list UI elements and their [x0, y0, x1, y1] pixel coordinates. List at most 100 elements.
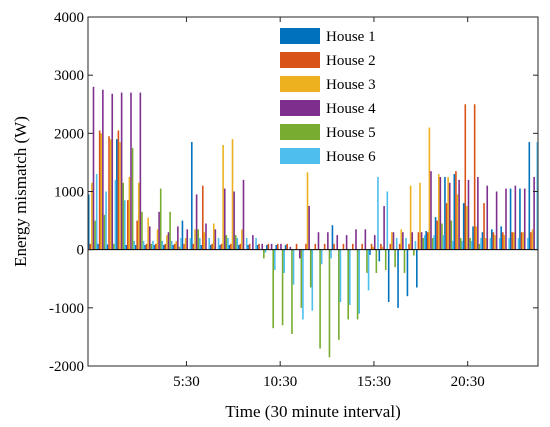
bar-house-3-38 [447, 176, 449, 250]
bar-house-3-3 [119, 142, 121, 250]
bar-house-3-14 [222, 144, 224, 250]
y-tick-label: 2000 [54, 126, 84, 142]
y-tick-label: 3000 [54, 68, 84, 84]
bar-house-6-30 [377, 176, 379, 250]
bar-house-6-39 [461, 240, 464, 250]
bar-house-6-23 [311, 249, 314, 311]
bar-house-3-9 [175, 240, 178, 250]
legend-label-house-4: House 4 [326, 101, 376, 117]
bar-house-6-34 [414, 240, 417, 250]
bar-house-3-36 [428, 127, 431, 250]
bar-house-5-11 [197, 229, 200, 250]
bar-house-5-29 [366, 249, 368, 273]
bar-house-1-7 [153, 245, 156, 250]
bar-house-1-3 [116, 139, 118, 250]
bar-house-6-35 [424, 235, 426, 250]
bar-house-6-38 [452, 240, 454, 250]
bar-house-4-26 [336, 235, 339, 250]
bar-house-2-26 [333, 243, 335, 250]
bar-house-4-34 [411, 232, 414, 250]
bar-house-2-34 [408, 243, 410, 250]
bar-house-5-4 [131, 147, 134, 250]
bar-house-3-5 [137, 182, 140, 250]
bar-house-3-34 [409, 185, 412, 250]
bar-house-1-40 [462, 203, 465, 250]
bar-house-2-38 [445, 203, 448, 250]
bar-house-3-46 [522, 232, 524, 250]
bar-house-6-33 [405, 238, 407, 250]
bar-house-4-4 [130, 92, 132, 250]
bar-house-2-28 [351, 243, 354, 250]
x-tick-label: 20:30 [451, 374, 485, 390]
bar-house-2-31 [380, 243, 382, 250]
legend-swatch-house-6 [280, 148, 320, 164]
bar-house-1-13 [209, 245, 212, 250]
bar-house-4-42 [486, 185, 489, 250]
bar-house-3-39 [456, 194, 459, 250]
bar-house-4-38 [448, 182, 451, 250]
bar-house-4-28 [355, 229, 357, 250]
bar-house-2-11 [192, 243, 195, 250]
bar-house-6-37 [442, 235, 445, 250]
bar-house-4-1 [102, 89, 104, 250]
bar-house-5-14 [225, 235, 228, 250]
bar-house-1-35 [416, 249, 418, 288]
bar-house-2-36 [426, 232, 429, 250]
bar-house-2-39 [455, 171, 457, 250]
bar-house-3-30 [372, 246, 374, 250]
bar-house-3-31 [381, 246, 384, 250]
bar-house-5-27 [347, 249, 350, 320]
bar-house-4-6 [148, 226, 151, 250]
bar-house-3-41 [475, 226, 478, 250]
bar-house-3-15 [231, 139, 234, 250]
bar-house-4-19 [270, 243, 273, 250]
bar-house-6-22 [302, 249, 304, 320]
y-axis-ticks: -2000 -1000 0 1000 2000 3000 4000 [49, 10, 538, 375]
bar-house-1-18 [256, 245, 259, 250]
bar-house-6-7 [161, 240, 164, 250]
bar-house-6-27 [349, 249, 351, 305]
bar-house-2-32 [389, 243, 392, 250]
bar-house-1-15 [228, 245, 231, 250]
bar-house-5-21 [291, 249, 293, 335]
y-tick-label: -1000 [49, 301, 84, 317]
bar-house-1-36 [425, 231, 427, 250]
bar-house-2-9 [173, 243, 176, 250]
bar-house-4-17 [252, 235, 254, 250]
bar-house-5-20 [281, 249, 284, 326]
legend-label-house-2: House 2 [326, 53, 376, 69]
bar-house-6-20 [283, 249, 285, 273]
bar-house-4-12 [205, 223, 207, 250]
bar-house-6-47 [536, 142, 539, 250]
bar-house-6-2 [114, 179, 117, 250]
bar-house-6-1 [105, 191, 107, 250]
bar-house-2-19 [267, 243, 270, 250]
bar-house-1-9 [172, 245, 174, 250]
bar-house-6-16 [245, 238, 248, 250]
bar-house-1-5 [134, 245, 137, 250]
bar-house-2-14 [220, 243, 223, 250]
bar-house-5-39 [459, 238, 462, 250]
bar-house-2-12 [201, 185, 204, 250]
bar-house-6-0 [95, 174, 98, 250]
bar-house-4-2 [111, 93, 114, 250]
legend-box [272, 23, 398, 169]
bar-house-2-17 [248, 243, 251, 250]
bar-house-2-20 [276, 243, 279, 250]
bar-house-4-22 [298, 249, 301, 259]
bar-house-2-4 [126, 200, 129, 250]
bar-house-4-25 [327, 232, 329, 250]
bar-house-1-11 [191, 142, 193, 250]
bar-house-2-16 [239, 243, 242, 250]
bar-house-6-5 [142, 240, 145, 250]
bar-house-2-43 [492, 232, 495, 250]
bar-house-4-31 [383, 206, 385, 250]
bar-house-5-24 [319, 249, 321, 349]
bar-house-5-8 [169, 211, 171, 250]
bar-house-3-10 [184, 238, 187, 250]
y-tick-label: 0 [77, 243, 85, 259]
bar-house-2-45 [511, 232, 513, 250]
bar-house-4-13 [214, 229, 217, 250]
bar-house-6-21 [292, 249, 295, 285]
bar-house-2-47 [530, 232, 532, 250]
